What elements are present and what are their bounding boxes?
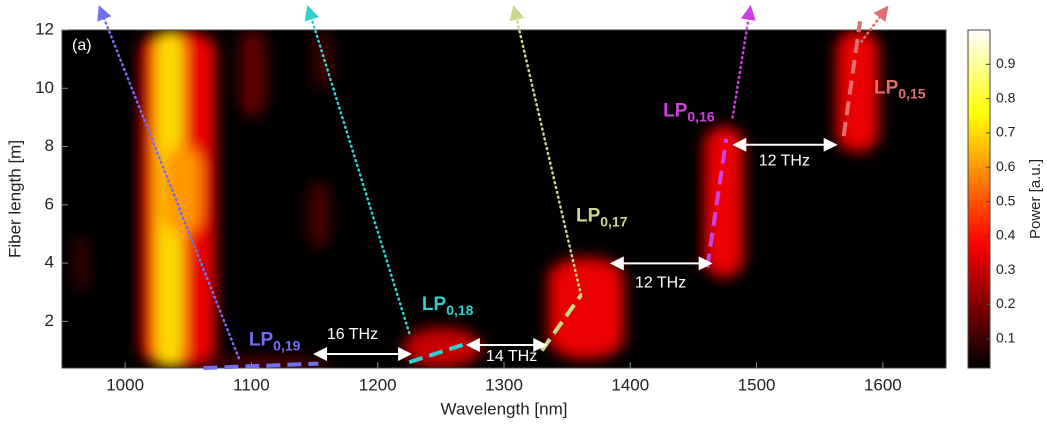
mode-index: 0,15	[898, 85, 925, 101]
colorbar-tick-label: 0.3	[996, 261, 1016, 277]
mode-trajectory	[304, 4, 411, 335]
mode-fit	[841, 20, 863, 137]
mode-trajectory	[97, 5, 241, 360]
heat-region	[163, 146, 201, 234]
colorbar-label: Power [a.u.]	[1027, 159, 1044, 239]
mode-label: LP0,16	[663, 101, 715, 125]
mode-label: LP0,18	[422, 294, 474, 318]
x-tick-label: 1000	[106, 375, 144, 394]
spacing-label: 14 THz	[486, 348, 537, 365]
x-tick-label: 1200	[359, 375, 397, 394]
mode-label: LP0,17	[576, 205, 628, 229]
mode-label: LP0,19	[249, 330, 301, 354]
spacing-label: 16 THz	[327, 326, 378, 343]
heat-region	[238, 30, 267, 118]
spacing-label: 12 THz	[635, 275, 686, 292]
mode-index: 0,16	[687, 108, 714, 124]
x-tick-label: 1400	[611, 375, 649, 394]
y-tick-label: 4	[45, 253, 54, 272]
spacing-label: 12 THz	[759, 152, 810, 169]
x-tick-label: 1600	[864, 375, 902, 394]
mode-fit	[705, 138, 729, 268]
heat-region	[308, 181, 330, 249]
mode-fit	[540, 294, 583, 352]
x-tick-label: 1500	[738, 375, 776, 394]
mode-fit	[203, 361, 319, 370]
heat-region	[703, 126, 744, 278]
mode-trajectory	[731, 4, 756, 119]
y-tick-label: 2	[45, 311, 54, 330]
colorbar-tick-label: 0.2	[996, 295, 1016, 311]
x-tick-label: 1100	[233, 375, 270, 394]
mode-trajectory	[509, 4, 583, 297]
y-tick-label: 10	[35, 78, 54, 97]
colorbar-tick-label: 0.1	[996, 330, 1016, 346]
mode-name: LP	[422, 294, 447, 315]
colorbar-tick-label: 0.7	[996, 124, 1016, 140]
colorbar-tick-label: 0.4	[996, 227, 1016, 243]
mode-name: LP	[663, 101, 688, 122]
mode-name: LP	[576, 205, 601, 226]
colorbar-tick-label: 0.6	[996, 158, 1016, 174]
y-tick-label: 8	[45, 136, 54, 155]
mode-label: LP0,15	[874, 77, 926, 101]
mode-trajectory	[860, 5, 889, 43]
panel-label: (a)	[72, 37, 92, 54]
y-tick-label: 12	[35, 19, 54, 38]
mode-index: 0,17	[600, 213, 627, 229]
x-axis-label: Wavelength [nm]	[441, 399, 568, 418]
mode-index: 0,18	[446, 301, 473, 317]
mode-name: LP	[874, 77, 899, 98]
y-axis-label: Fiber length [m]	[5, 140, 24, 258]
mode-name: LP	[249, 330, 274, 351]
heat-region	[548, 257, 624, 360]
colorbar-tick-label: 0.8	[996, 89, 1016, 105]
mode-index: 0,19	[273, 337, 300, 353]
heat-region	[836, 30, 880, 153]
mode-fit	[408, 341, 470, 365]
colorbar-tick-label: 0.9	[996, 55, 1016, 71]
colorbar-tick-label: 0.5	[996, 192, 1016, 208]
colorbar	[967, 29, 991, 369]
y-tick-label: 6	[45, 194, 54, 213]
heat-region	[72, 233, 90, 293]
x-tick-label: 1300	[485, 375, 523, 394]
